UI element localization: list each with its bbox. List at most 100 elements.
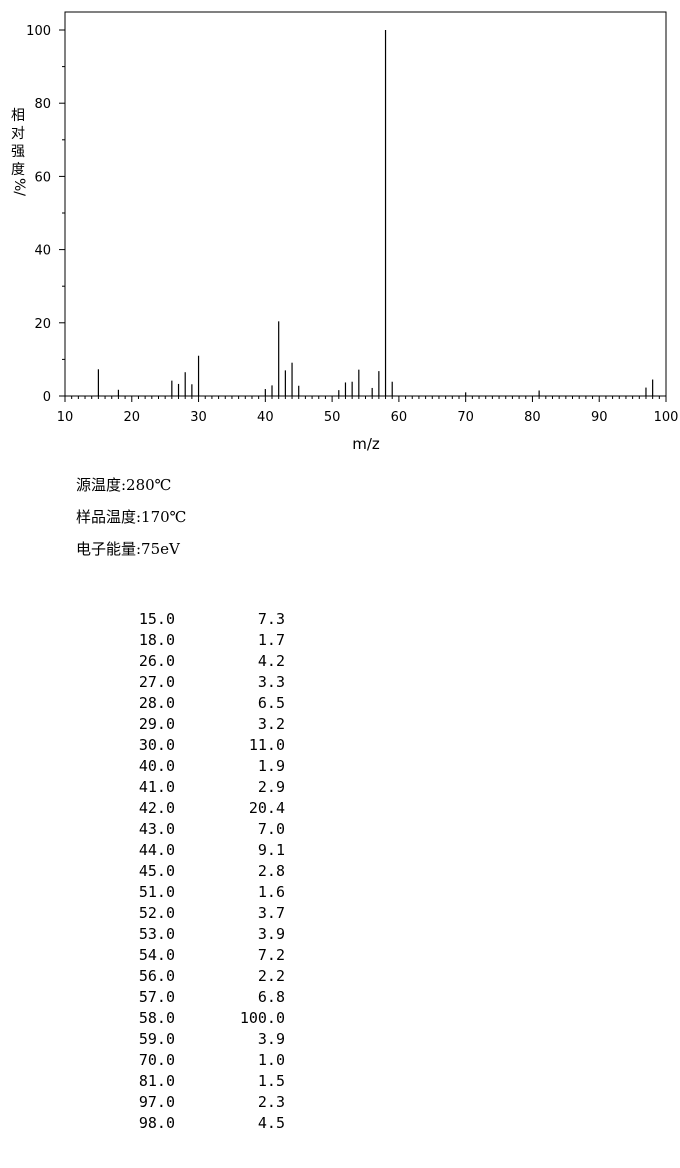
- table-row: 51.0 1.6: [118, 882, 285, 903]
- svg-text:强: 强: [11, 144, 25, 160]
- mz-value: 44.0: [138, 841, 175, 859]
- mz-value: 59.0: [138, 1030, 175, 1048]
- mz-value: 97.0: [138, 1093, 175, 1111]
- abundance-value: 1.5: [257, 1072, 285, 1090]
- abundance-value: 7.0: [257, 820, 285, 838]
- table-row: 41.0 2.9: [118, 777, 285, 798]
- abundance-value: 1.7: [257, 631, 285, 649]
- abundance-value: 7.3: [257, 610, 285, 628]
- mz-value: 56.0: [138, 967, 175, 985]
- mz-value: 58.0: [138, 1009, 175, 1027]
- table-row: 56.0 2.2: [118, 966, 285, 987]
- table-row: 54.0 7.2: [118, 945, 285, 966]
- abundance-value: 4.5: [257, 1114, 285, 1132]
- table-row: 52.0 3.7: [118, 903, 285, 924]
- table-row: 59.0 3.9: [118, 1029, 285, 1050]
- table-row: 81.0 1.5: [118, 1071, 285, 1092]
- mz-value: 57.0: [138, 988, 175, 1006]
- x-tick-label: 70: [457, 410, 474, 425]
- x-tick-label: 40: [257, 410, 274, 425]
- abundance-value: 1.9: [257, 757, 285, 775]
- table-row: 97.0 2.3: [118, 1092, 285, 1113]
- table-row: 44.0 9.1: [118, 840, 285, 861]
- abundance-value: 3.9: [257, 1030, 285, 1048]
- abundance-value: 3.7: [257, 904, 285, 922]
- mz-value: 30.0: [138, 736, 175, 754]
- mz-value: 98.0: [138, 1114, 175, 1132]
- abundance-value: 20.4: [248, 799, 285, 817]
- x-axis-label: m/z: [352, 435, 380, 453]
- y-tick-label: 20: [34, 317, 51, 332]
- y-tick-label: 80: [34, 97, 51, 112]
- mz-value: 54.0: [138, 946, 175, 964]
- abundance-value: 1.6: [257, 883, 285, 901]
- table-row: 45.0 2.8: [118, 861, 285, 882]
- abundance-value: 4.2: [257, 652, 285, 670]
- table-row: 29.0 3.2: [118, 714, 285, 735]
- svg-text:相: 相: [11, 108, 25, 124]
- table-row: 30.0 11.0: [118, 735, 285, 756]
- abundance-value: 3.3: [257, 673, 285, 691]
- x-tick-label: 30: [190, 410, 207, 425]
- mz-value: 52.0: [138, 904, 175, 922]
- abundance-value: 3.2: [257, 715, 285, 733]
- x-tick-label: 10: [57, 410, 74, 425]
- mz-value: 45.0: [138, 862, 175, 880]
- x-tick-label: 90: [591, 410, 608, 425]
- x-tick-label: 100: [654, 410, 679, 425]
- table-row: 70.0 1.0: [118, 1050, 285, 1071]
- table-row: 57.0 6.8: [118, 987, 285, 1008]
- abundance-value: 100.0: [239, 1009, 285, 1027]
- table-row: 28.0 6.5: [118, 693, 285, 714]
- x-tick-label: 50: [324, 410, 341, 425]
- x-tick-label: 20: [124, 410, 141, 425]
- table-row: 26.0 4.2: [118, 651, 285, 672]
- table-row: 42.0 20.4: [118, 798, 285, 819]
- abundance-value: 2.9: [257, 778, 285, 796]
- mz-value: 70.0: [138, 1051, 175, 1069]
- abundance-value: 9.1: [257, 841, 285, 859]
- abundance-value: 2.2: [257, 967, 285, 985]
- peak-table: 15.0 7.3 18.0 1.7 26.0 4.2 27.0 3.3 28.0 6.5 29.0 3…: [118, 609, 285, 1134]
- x-tick-label: 80: [524, 410, 541, 425]
- mz-value: 41.0: [138, 778, 175, 796]
- table-row: 53.0 3.9: [118, 924, 285, 945]
- x-tick-label: 60: [391, 410, 408, 425]
- abundance-value: 11.0: [248, 736, 285, 754]
- mz-value: 29.0: [138, 715, 175, 733]
- mz-value: 26.0: [138, 652, 175, 670]
- abundance-value: 2.3: [257, 1093, 285, 1111]
- abundance-value: 6.5: [257, 694, 285, 712]
- abundance-value: 7.2: [257, 946, 285, 964]
- table-row: 18.0 1.7: [118, 630, 285, 651]
- mz-value: 40.0: [138, 757, 175, 775]
- table-row: 58.0 100.0: [118, 1008, 285, 1029]
- svg-text:度: 度: [11, 162, 25, 178]
- mz-value: 81.0: [138, 1072, 175, 1090]
- y-tick-label: 0: [43, 390, 51, 405]
- table-row: 43.0 7.0: [118, 819, 285, 840]
- sample-temperature: 样品温度:170℃: [76, 508, 187, 526]
- table-row: 15.0 7.3: [118, 609, 285, 630]
- mz-value: 51.0: [138, 883, 175, 901]
- mz-value: 15.0: [138, 610, 175, 628]
- abundance-value: 3.9: [257, 925, 285, 943]
- mz-value: 53.0: [138, 925, 175, 943]
- abundance-value: 6.8: [257, 988, 285, 1006]
- mz-value: 43.0: [138, 820, 175, 838]
- abundance-value: 1.0: [257, 1051, 285, 1069]
- mz-value: 28.0: [138, 694, 175, 712]
- table-row: 40.0 1.9: [118, 756, 285, 777]
- svg-text:%/: %/: [11, 178, 27, 196]
- svg-text:对: 对: [11, 126, 25, 142]
- mz-value: 27.0: [138, 673, 175, 691]
- plot-frame: [64, 11, 667, 397]
- mz-value: 18.0: [138, 631, 175, 649]
- y-tick-label: 60: [34, 170, 51, 185]
- table-row: 27.0 3.3: [118, 672, 285, 693]
- mass-spectrum-chart: 10 20 30 40 50 60 70 80 90 100 0 20 40 60 80 100 m/z 相…: [11, 11, 679, 453]
- y-tick-label: 40: [34, 244, 51, 259]
- mz-value: 42.0: [138, 799, 175, 817]
- source-temperature: 源温度:280℃: [76, 476, 172, 494]
